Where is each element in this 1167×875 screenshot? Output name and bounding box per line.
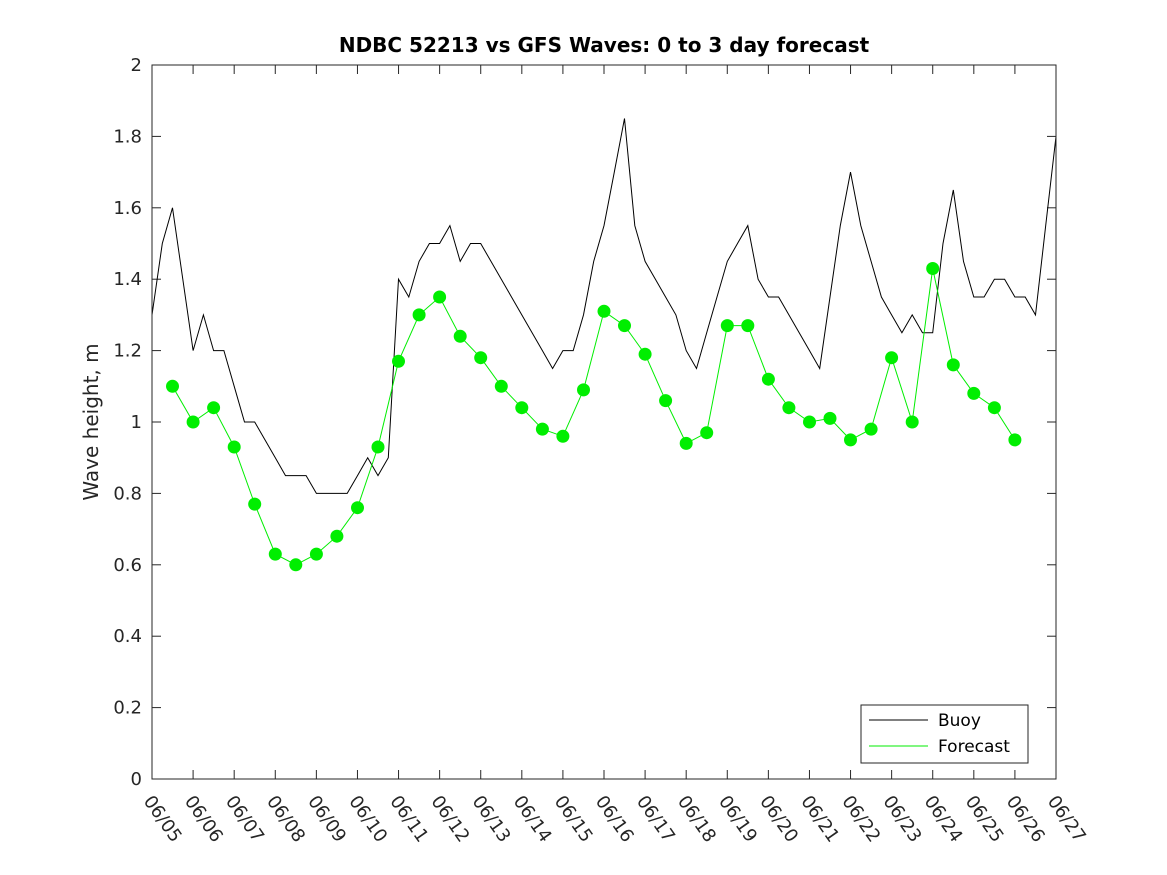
forecast-point bbox=[268, 547, 282, 561]
legend: Buoy Forecast bbox=[860, 704, 1029, 764]
y-tick-label: 0.2 bbox=[113, 698, 142, 719]
forecast-point bbox=[207, 401, 221, 415]
y-tick-label: 1 bbox=[131, 412, 142, 433]
y-tick-label: 0 bbox=[131, 769, 142, 790]
forecast-point bbox=[371, 440, 385, 454]
forecast-point bbox=[433, 290, 447, 304]
chart-title: NDBC 52213 vs GFS Waves: 0 to 3 day fore… bbox=[339, 33, 870, 57]
axis-ticks bbox=[151, 64, 1057, 780]
forecast-point bbox=[166, 379, 179, 393]
forecast-point bbox=[659, 394, 673, 408]
legend-label-forecast: Forecast bbox=[938, 737, 1010, 757]
forecast-point bbox=[227, 440, 241, 454]
forecast-point bbox=[556, 429, 570, 443]
forecast-point bbox=[453, 329, 467, 343]
y-tick-label: 1.2 bbox=[113, 341, 142, 362]
forecast-point bbox=[905, 415, 919, 429]
forecast-point bbox=[967, 386, 981, 400]
forecast-point bbox=[926, 262, 940, 275]
forecast-point bbox=[474, 351, 488, 365]
y-tick-label: 1.6 bbox=[113, 198, 142, 219]
forecast-point bbox=[392, 354, 405, 368]
forecast-point bbox=[782, 401, 796, 415]
forecast-point bbox=[577, 383, 590, 397]
forecast-point bbox=[597, 304, 611, 318]
forecast-point bbox=[1008, 433, 1022, 447]
forecast-point bbox=[330, 529, 344, 543]
forecast-point bbox=[289, 558, 303, 572]
forecast-point bbox=[864, 422, 878, 436]
y-tick-label: 1.8 bbox=[113, 126, 142, 147]
forecast-point bbox=[885, 351, 899, 365]
y-axis: 0 0.2 0.4 0.6 0.8 1 1.2 1.4 1.6 1.8 2 bbox=[113, 55, 142, 790]
forecast-point bbox=[248, 497, 262, 511]
y-tick-label: 0.8 bbox=[113, 483, 142, 504]
forecast-point bbox=[946, 358, 960, 372]
forecast-point bbox=[700, 426, 714, 440]
forecast-point bbox=[720, 319, 734, 333]
forecast-point bbox=[351, 501, 364, 515]
forecast-point bbox=[309, 547, 323, 561]
forecast-point bbox=[679, 436, 693, 450]
forecast-point bbox=[494, 379, 508, 393]
forecast-point bbox=[412, 308, 426, 322]
y-axis-label: Wave height, m bbox=[79, 343, 103, 500]
forecast-point bbox=[823, 411, 837, 425]
buoy-series-line bbox=[151, 118, 1057, 494]
forecast-point bbox=[803, 415, 816, 429]
forecast-point bbox=[515, 401, 529, 415]
legend-box bbox=[860, 704, 1029, 764]
forecast-point bbox=[987, 401, 1001, 415]
forecast-point bbox=[618, 319, 631, 333]
forecast-point bbox=[638, 347, 652, 361]
forecast-point bbox=[844, 433, 857, 447]
forecast-point bbox=[761, 372, 775, 386]
y-tick-label: 0.6 bbox=[113, 555, 142, 576]
legend-label-buoy: Buoy bbox=[938, 711, 981, 731]
y-tick-label: 0.4 bbox=[113, 626, 142, 647]
forecast-markers bbox=[166, 262, 1022, 572]
forecast-point bbox=[186, 415, 200, 429]
y-tick-label: 2 bbox=[131, 55, 142, 76]
plot-frame bbox=[151, 64, 1057, 780]
y-tick-label: 1.4 bbox=[113, 269, 142, 290]
forecast-point bbox=[535, 422, 549, 436]
forecast-point bbox=[741, 319, 755, 333]
